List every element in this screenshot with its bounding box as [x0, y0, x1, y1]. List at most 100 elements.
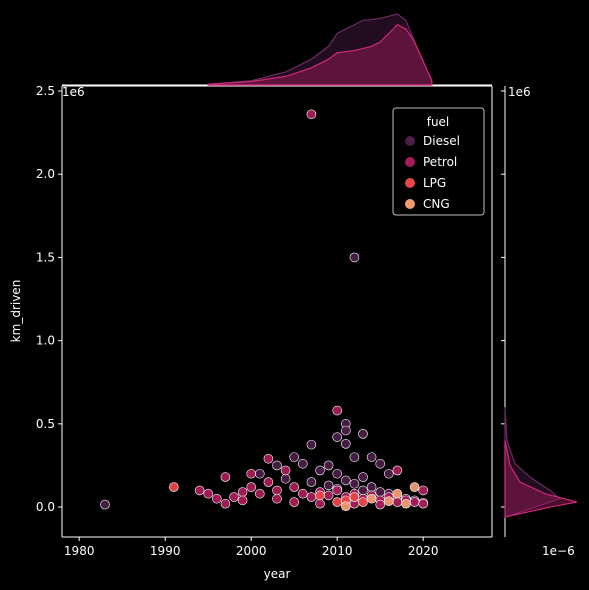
point-diesel [358, 485, 368, 496]
point-petrol [315, 498, 325, 509]
x-tick-label: 2020 [408, 544, 439, 558]
legend-label-diesel: Diesel [423, 134, 460, 148]
point-diesel [375, 487, 386, 497]
legend-marker-petrol [405, 157, 415, 167]
point-petrol [392, 497, 403, 507]
point-cng [401, 498, 411, 509]
point-petrol [194, 485, 205, 496]
x-tick-label: 1990 [150, 544, 181, 558]
point-diesel [297, 458, 308, 469]
x-ticks: 1980 1990 2000 2010 2020 [64, 537, 439, 558]
point-diesel [383, 468, 394, 479]
point-diesel [306, 439, 317, 450]
point-petrol [418, 498, 429, 509]
point-petrol [246, 468, 256, 479]
point-petrol [263, 477, 274, 487]
point-diesel [366, 482, 377, 492]
point-petrol [237, 495, 248, 506]
point-petrol [229, 492, 239, 502]
point-diesel [323, 460, 334, 471]
point-petrol [289, 497, 300, 507]
point-diesel [349, 252, 360, 263]
point-petrol [306, 492, 317, 502]
legend-box [392, 107, 485, 216]
point-diesel [332, 468, 343, 479]
y-tick-label: 0.5 [36, 417, 55, 431]
point-petrol [203, 488, 213, 499]
y-tick-label: 1.0 [36, 334, 55, 348]
kde-y-petrol [504, 440, 578, 518]
point-petrol [246, 482, 256, 492]
point-petrol [323, 490, 334, 501]
point-lpg [358, 497, 368, 507]
marginal-x-offset-label: 1e−6 [542, 544, 575, 558]
point-diesel [366, 452, 377, 462]
point-cng [366, 493, 377, 504]
legend-label-cng: CNG [423, 197, 450, 211]
point-petrol [332, 485, 343, 496]
point-diesel [289, 452, 300, 462]
point-petrol [306, 109, 317, 120]
marginal-y-axes: 1e6 1e−6 [504, 85, 578, 558]
legend: fuel Diesel Petrol LPG CNG [392, 107, 485, 216]
point-diesel [358, 472, 368, 482]
point-petrol [409, 497, 420, 507]
x-axis-label: year [264, 567, 291, 581]
x-tick-label: 2000 [236, 544, 267, 558]
point-diesel [332, 432, 343, 442]
point-diesel [323, 480, 334, 491]
y-tick-label: 2.0 [36, 167, 55, 181]
point-diesel [375, 458, 386, 469]
point-petrol [297, 488, 308, 499]
y-axis-label: km_driven [9, 280, 23, 343]
point-cng [392, 488, 403, 499]
x-tick-label: 2010 [322, 544, 353, 558]
point-cng [409, 482, 420, 492]
point-lpg [349, 492, 360, 502]
legend-entries: Diesel Petrol LPG CNG [405, 134, 460, 211]
point-diesel [280, 473, 291, 484]
marginal-y-offset-label: 1e6 [508, 85, 531, 99]
legend-marker-lpg [405, 178, 415, 188]
legend-label-lpg: LPG [423, 176, 446, 190]
y-tick-label: 2.5 [36, 84, 55, 98]
kde-x-petrol [207, 24, 433, 86]
point-petrol [332, 405, 343, 416]
marginal-y-kde [504, 407, 578, 518]
point-petrol [254, 488, 265, 499]
point-diesel [340, 475, 351, 486]
point-petrol [220, 472, 231, 482]
point-petrol [375, 499, 386, 510]
point-diesel [349, 478, 360, 489]
point-diesel [306, 477, 317, 487]
point-diesel [349, 452, 360, 462]
point-petrol [220, 498, 231, 509]
point-diesel [358, 429, 368, 439]
legend-label-petrol: Petrol [423, 155, 457, 169]
point-diesel [340, 425, 351, 436]
marginal-x-kde [207, 13, 433, 86]
point-petrol [237, 487, 248, 497]
y-ticks: 0.0 0.5 1.0 1.5 2.0 2.5 [36, 84, 505, 514]
point-cng [383, 496, 394, 507]
point-lpg [315, 490, 325, 501]
point-diesel [340, 439, 351, 449]
point-diesel [272, 460, 282, 471]
point-lpg [332, 497, 343, 507]
point-diesel [315, 465, 325, 476]
point-petrol [263, 453, 274, 464]
point-petrol [280, 465, 291, 476]
point-diesel [100, 499, 110, 510]
point-petrol [212, 493, 222, 504]
y-offset-label: 1e6 [62, 85, 85, 99]
y-tick-label: 0.0 [36, 500, 55, 514]
point-petrol [392, 465, 403, 476]
y-tick-label: 1.5 [36, 250, 55, 264]
marginal-x-axes [62, 13, 492, 86]
point-petrol [289, 482, 300, 492]
point-lpg [169, 482, 179, 492]
legend-marker-diesel [405, 136, 415, 146]
point-petrol [272, 493, 282, 504]
x-tick-label: 1980 [64, 544, 95, 558]
